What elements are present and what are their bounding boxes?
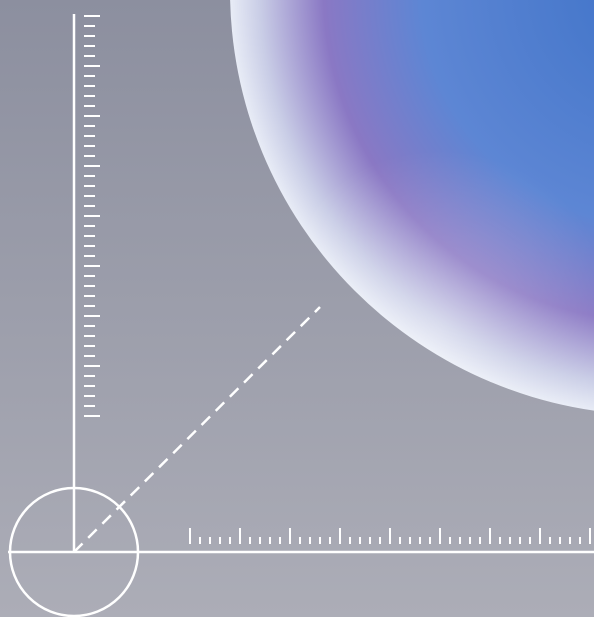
origin-circle bbox=[8, 486, 140, 617]
diagonal-dashed-line bbox=[73, 306, 321, 553]
horizontal-ruler-ticks bbox=[189, 528, 591, 544]
sphere bbox=[230, 0, 594, 411]
vertical-ruler-ticks bbox=[84, 15, 100, 417]
